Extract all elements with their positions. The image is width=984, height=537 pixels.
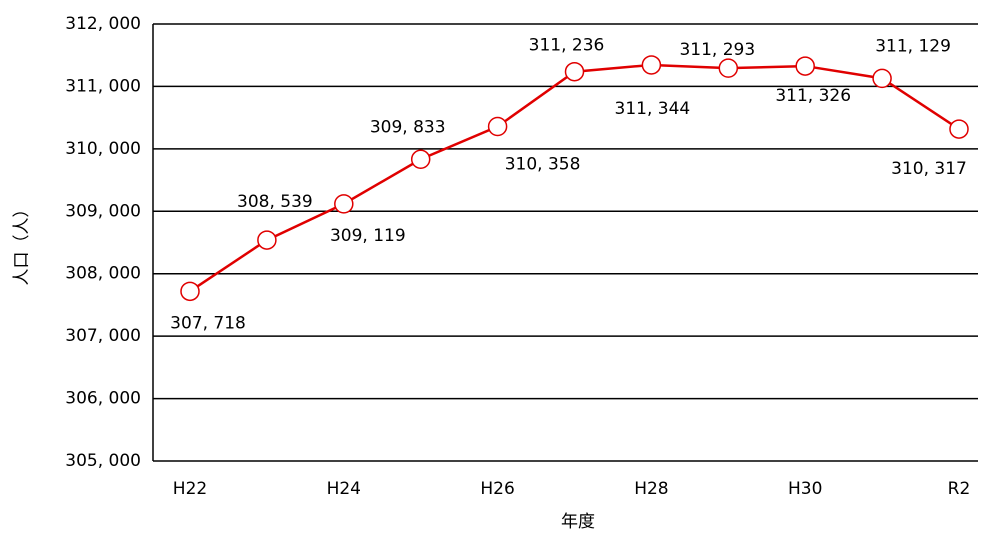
- x-tick-label: H24: [327, 479, 361, 499]
- x-tick-label: H22: [173, 479, 207, 499]
- data-point: [334, 194, 354, 214]
- y-axis-title: 人口（人）: [12, 201, 32, 286]
- data-point: [795, 56, 815, 76]
- data-label: 311, 293: [679, 40, 755, 60]
- data-point: [564, 61, 585, 82]
- x-tick-label: R2: [948, 479, 971, 499]
- data-point: [949, 119, 969, 139]
- data-point: [410, 149, 431, 170]
- data-label: 311, 326: [775, 86, 851, 106]
- data-point: [872, 68, 892, 89]
- x-tick-label: H28: [634, 479, 668, 499]
- data-point: [718, 58, 739, 78]
- y-tick-label: 305, 000: [65, 451, 141, 471]
- data-point: [180, 281, 200, 302]
- y-tick-label: 312, 000: [65, 14, 141, 34]
- data-label: 311, 236: [529, 36, 605, 56]
- y-tick-label: 310, 000: [65, 139, 141, 159]
- data-label: 308, 539: [237, 192, 313, 212]
- data-label: 310, 358: [505, 155, 581, 175]
- y-tick-label: 311, 000: [65, 76, 141, 96]
- data-point: [641, 55, 662, 75]
- data-point: [487, 116, 508, 137]
- y-tick-label: 308, 000: [65, 264, 141, 284]
- data-label: 309, 119: [330, 226, 406, 246]
- data-label: 311, 129: [875, 36, 951, 56]
- x-tick-label: H26: [480, 479, 514, 499]
- data-label: 307, 718: [170, 313, 246, 333]
- y-tick-label: 306, 000: [65, 389, 141, 409]
- data-label: 311, 344: [615, 99, 691, 119]
- x-tick-label: H30: [788, 479, 822, 499]
- y-tick-label: 307, 000: [65, 326, 141, 346]
- data-label: 309, 833: [370, 117, 446, 137]
- x-axis-title: 年度: [561, 512, 595, 532]
- y-tick-label: 309, 000: [65, 201, 141, 221]
- data-point: [257, 230, 277, 250]
- data-label: 310, 317: [891, 159, 967, 179]
